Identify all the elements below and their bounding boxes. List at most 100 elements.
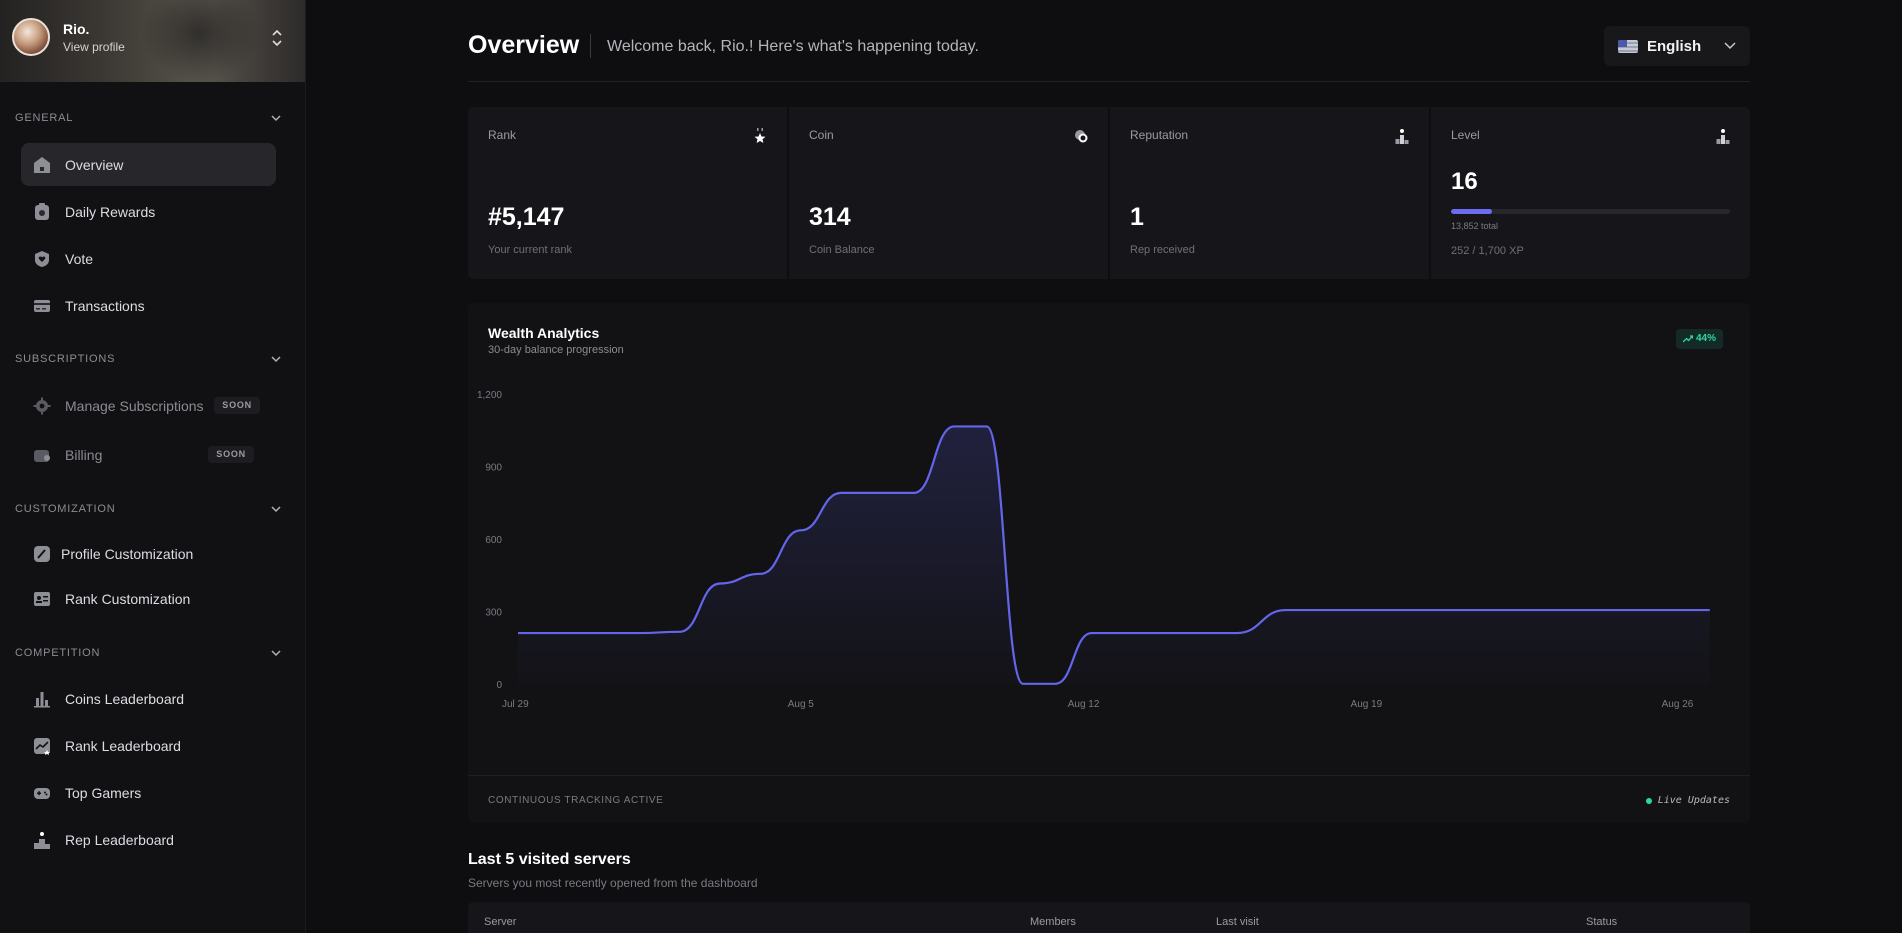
wallet-icon <box>34 449 50 462</box>
sidebar-item-rank-customization[interactable]: Rank Customization <box>21 577 276 620</box>
language-select[interactable]: English <box>1604 26 1750 66</box>
sidebar-item-rep-leaderboard[interactable]: Rep Leaderboard <box>21 818 276 861</box>
shield-heart-icon <box>35 250 49 267</box>
x-tick-label: Jul 29 <box>502 699 529 710</box>
xp-total: 13,852 total <box>1451 221 1499 231</box>
view-profile-link[interactable]: View profile <box>63 40 125 54</box>
stat-caption: Coin Balance <box>809 244 875 256</box>
brush-icon <box>34 545 50 562</box>
x-tick-label: Aug 12 <box>1068 699 1100 710</box>
trend-badge: 44% <box>1676 329 1724 349</box>
wealth-analytics-card: Wealth Analytics 30-day balance progress… <box>468 303 1750 823</box>
live-updates-label: Live Updates <box>1657 795 1730 806</box>
stat-card-coin: Coin 314 Coin Balance <box>789 107 1108 279</box>
bar-chart-icon <box>34 691 50 707</box>
section-general[interactable]: GENERAL <box>15 108 281 128</box>
live-dot-icon <box>1645 797 1652 804</box>
sidebar-item-label: Rep Leaderboard <box>65 831 174 848</box>
y-tick-label: 300 <box>485 608 502 619</box>
y-tick-label: 1,200 <box>477 390 502 401</box>
page-subtitle: Welcome back, Rio.! Here's what's happen… <box>607 38 979 55</box>
xp-progress-fill <box>1451 209 1493 214</box>
section-subscriptions[interactable]: SUBSCRIPTIONS <box>15 349 281 369</box>
page-title: Overview <box>468 31 580 59</box>
sidebar-item-label: Top Gamers <box>65 784 142 801</box>
profile-card[interactable]: Rio. View profile <box>0 0 305 82</box>
sidebar-item-top-gamers[interactable]: Top Gamers <box>21 771 276 814</box>
x-tick-label: Aug 5 <box>788 699 815 710</box>
section-competition[interactable]: COMPETITION <box>15 643 281 663</box>
x-tick-label: Aug 19 <box>1351 699 1383 710</box>
sidebar-item-label: Billing <box>65 446 103 463</box>
sidebar-item-label: Daily Rewards <box>65 203 156 220</box>
chevron-down-icon <box>271 650 281 657</box>
chevron-up-down-icon[interactable] <box>270 29 284 47</box>
y-tick-label: 600 <box>485 535 502 546</box>
sidebar-item-vote[interactable]: Vote <box>21 237 276 280</box>
stat-label: Reputation <box>1130 128 1189 142</box>
trend-up-icon <box>1683 335 1693 343</box>
sidebar-item-rank-leaderboard[interactable]: Rank Leaderboard <box>21 724 276 767</box>
column-header-last-visit[interactable]: Last visit <box>1216 916 1259 928</box>
stat-card-reputation: Reputation 1 Rep received <box>1110 107 1429 279</box>
analytics-subtitle: 30-day balance progression <box>488 344 624 356</box>
stat-label: Rank <box>488 128 517 142</box>
live-updates-indicator: Live Updates <box>1645 795 1730 806</box>
sidebar-item-billing[interactable]: Billing SOON <box>21 433 276 476</box>
section-title: SUBSCRIPTIONS <box>15 353 116 365</box>
podium-icon <box>1716 129 1730 144</box>
column-header-server[interactable]: Server <box>484 916 517 928</box>
gear-icon <box>33 397 51 414</box>
chevron-down-icon <box>271 356 281 363</box>
podium-icon <box>34 831 50 849</box>
sidebar-item-label: Vote <box>65 250 94 267</box>
sidebar-item-label: Coins Leaderboard <box>65 690 185 707</box>
sidebar-item-manage-subscriptions[interactable]: Manage Subscriptions SOON <box>21 384 276 427</box>
y-tick-label: 900 <box>485 463 502 474</box>
card-icon <box>34 299 50 312</box>
page-header: Overview Welcome back, Rio.! Here's what… <box>468 0 1750 82</box>
sidebar-item-label: Transactions <box>65 297 145 314</box>
analytics-title: Wealth Analytics <box>488 325 600 341</box>
sidebar-item-label: Rank Customization <box>65 590 191 607</box>
sidebar-item-transactions[interactable]: Transactions <box>21 284 276 327</box>
tracking-status: CONTINUOUS TRACKING ACTIVE <box>488 795 664 806</box>
stat-label: Level <box>1451 128 1480 142</box>
gamepad-icon <box>34 787 50 799</box>
xp-progress-bar <box>1451 209 1730 214</box>
stat-value: #5,147 <box>488 203 565 231</box>
sidebar-item-daily-rewards[interactable]: Daily Rewards <box>21 190 276 233</box>
rank-chart-icon <box>34 737 50 755</box>
column-header-status[interactable]: Status <box>1586 916 1618 928</box>
sidebar-item-overview[interactable]: Overview <box>21 143 276 186</box>
sidebar-item-label: Overview <box>65 156 124 173</box>
gift-icon <box>35 202 49 220</box>
xp-progress-text: 252 / 1,700 XP <box>1451 245 1524 257</box>
sidebar-item-profile-customization[interactable]: Profile Customization <box>21 532 276 575</box>
soon-badge: SOON <box>208 446 254 463</box>
section-title: CUSTOMIZATION <box>15 503 116 515</box>
stat-value: 1 <box>1130 203 1144 231</box>
stat-caption: Rep received <box>1130 244 1195 256</box>
sidebar-item-coins-leaderboard[interactable]: Coins Leaderboard <box>21 677 276 720</box>
soon-badge: SOON <box>214 397 260 414</box>
y-tick-label: 0 <box>496 680 502 691</box>
stat-caption: Your current rank <box>488 244 572 256</box>
stat-card-level: Level 16 13,852 total 252 / 1,700 XP <box>1431 107 1750 279</box>
star-trophy-icon <box>754 128 766 143</box>
stat-card-rank: Rank #5,147 Your current rank <box>468 107 787 279</box>
language-label: English <box>1647 38 1702 55</box>
home-icon <box>34 156 50 173</box>
column-header-members[interactable]: Members <box>1030 916 1076 928</box>
avatar <box>12 18 50 56</box>
servers-subtitle: Servers you most recently opened from th… <box>468 876 758 890</box>
id-card-icon <box>34 591 50 606</box>
chevron-down-icon <box>271 115 281 122</box>
podium-icon <box>1395 129 1409 144</box>
section-customization[interactable]: CUSTOMIZATION <box>15 499 281 519</box>
stat-label: Coin <box>809 128 834 142</box>
analytics-footer: CONTINUOUS TRACKING ACTIVE Live Updates <box>468 775 1750 823</box>
chevron-down-icon <box>1724 42 1736 50</box>
sidebar-item-label: Profile Customization <box>61 545 194 562</box>
